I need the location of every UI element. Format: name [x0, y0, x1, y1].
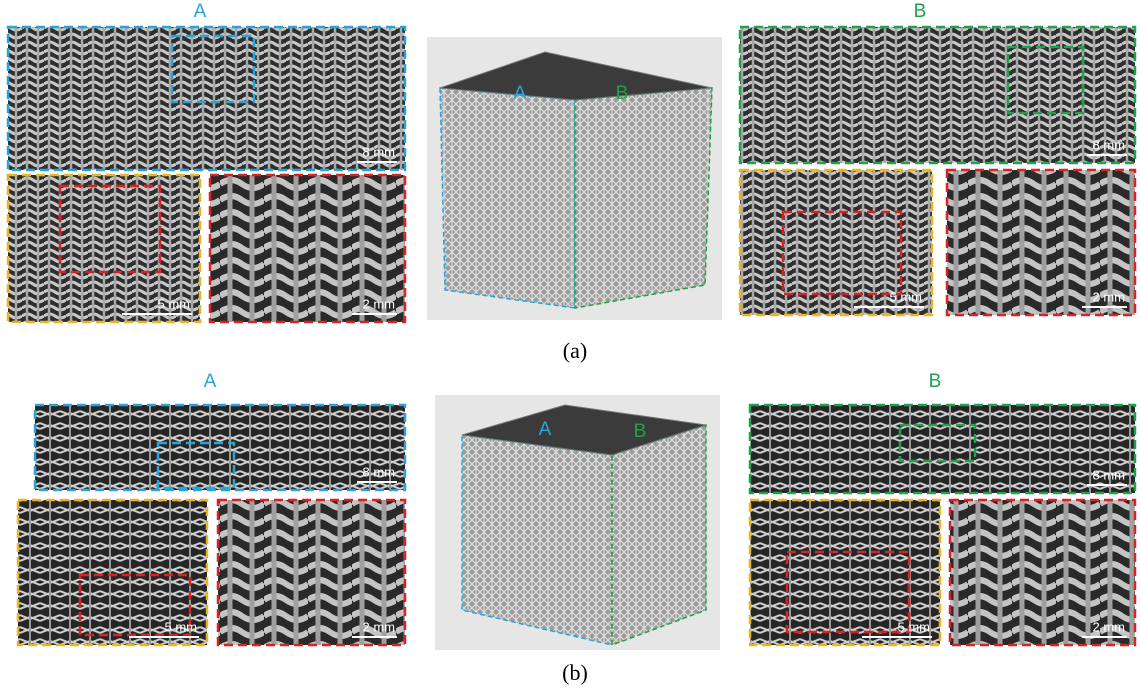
cube-face-left	[440, 88, 575, 308]
cube-label: B	[616, 83, 629, 104]
cube-face-right	[575, 88, 712, 308]
cube-label: B	[634, 421, 647, 442]
photo-label: B	[929, 371, 942, 392]
photo-overview	[35, 405, 405, 490]
photo-label: A	[204, 371, 217, 392]
scale-label: 2 mm	[363, 296, 396, 311]
scale-label: 5 mm	[158, 296, 191, 311]
cube-face-left	[462, 435, 612, 645]
photo-overview	[750, 405, 1135, 493]
photo-label: A	[194, 1, 207, 22]
scale-label: 5 mm	[898, 619, 931, 634]
scale-label: 2 mm	[1093, 619, 1126, 634]
cube-label: A	[514, 83, 527, 104]
scale-label: 8 mm	[363, 144, 396, 159]
scale-label: 8 mm	[363, 464, 396, 479]
cube-face-right	[612, 425, 706, 645]
caption: (b)	[562, 660, 588, 685]
caption: (a)	[563, 338, 587, 363]
photo-overview	[8, 27, 405, 170]
photo-label: B	[914, 1, 927, 22]
figure: A 8 mm 5 mm 2 mm B 8 mm 5 mm 2 mm A B (a) A 8 mm 5 mm…	[0, 0, 1140, 691]
photo-overview	[740, 27, 1135, 163]
scale-label: 8 mm	[1093, 137, 1126, 152]
scale-label: 2 mm	[1093, 289, 1126, 304]
scale-label: 5 mm	[165, 619, 198, 634]
scale-label: 8 mm	[1093, 467, 1126, 482]
cube-label: A	[539, 419, 552, 440]
scale-label: 5 mm	[890, 289, 923, 304]
scale-label: 2 mm	[363, 619, 396, 634]
